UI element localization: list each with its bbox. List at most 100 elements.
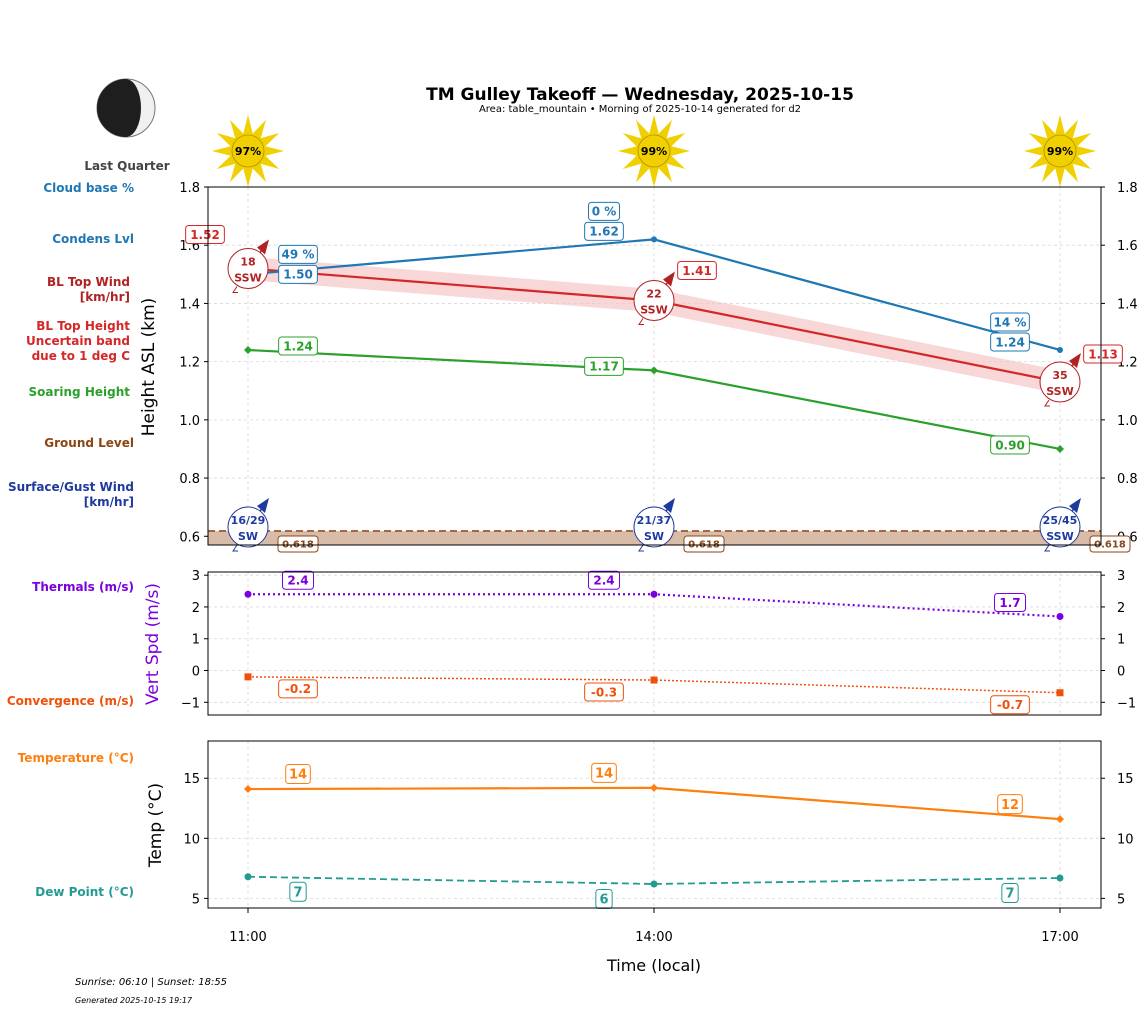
moon-icon	[96, 78, 156, 138]
bl-wind-marker-tail	[638, 318, 644, 326]
bl-top-label-box	[677, 261, 717, 281]
bl-top-label: 1.13	[1088, 347, 1118, 361]
bl-wind-marker-direction: SSW	[1046, 385, 1073, 398]
ground-label-box	[683, 535, 725, 553]
temp-axis-title: Temp (°C)	[146, 783, 166, 868]
soaring-point	[1056, 444, 1064, 453]
sun-icon: 99%	[618, 115, 690, 187]
panel-border	[207, 740, 1102, 909]
dewpoint-line	[247, 875, 1061, 885]
bl-wind-marker-speed: 22	[646, 288, 661, 301]
soaring-point	[650, 366, 658, 375]
thermal-label-box	[993, 592, 1027, 612]
convergence-point	[1056, 689, 1064, 697]
convergence-point	[244, 673, 252, 681]
temp-tick-label-right: 10	[1117, 832, 1134, 847]
side-label-thermals: Thermals (m/s)	[32, 580, 134, 594]
side-label-bl-height-1: BL Top Height	[36, 319, 130, 333]
chart-subtitle: Area: table_mountain • Morning of 2025-1…	[479, 104, 801, 115]
side-label-surface-wind-2: [km/hr]	[84, 495, 134, 509]
dewpoint-point	[650, 880, 658, 888]
surface-wind-marker-tail	[1044, 544, 1050, 552]
side-label-cloud-base: Cloud base %	[43, 181, 134, 195]
dewpoint-label: 7	[1005, 887, 1014, 902]
dewpoint-point	[244, 873, 252, 881]
soaring-label: 1.24	[283, 339, 313, 353]
condens-label-box	[584, 221, 624, 241]
side-label-bl-height-2: Uncertain band	[26, 334, 130, 348]
side-label-dewpoint: Dew Point (°C)	[35, 885, 134, 899]
temperature-panel: 5 5 10 10 15 15 14 14 12 7 6 7 11:00 14:00 17:00	[183, 740, 1134, 945]
generated-timestamp: Generated 2025-10-15 19:17	[75, 996, 193, 1005]
dewpoint-label-box	[289, 881, 307, 902]
bl-top-label-box	[185, 224, 225, 244]
bl-wind-marker-speed: 35	[1052, 369, 1067, 382]
condens-point	[651, 236, 657, 243]
temp-tick-label-right: 5	[1117, 892, 1125, 907]
sunrise-sunset: Sunrise: 06:10 | Sunset: 18:55	[75, 977, 227, 988]
ground-label: 0.618	[1094, 540, 1126, 551]
height-tick-label-right: 1.0	[1117, 414, 1138, 429]
vert-tick-label-right: −1	[1117, 696, 1136, 711]
x-axis-title: Time (local)	[606, 956, 701, 975]
temp-tick-label-left: 5	[192, 892, 200, 907]
surface-wind-marker-arrow	[1069, 498, 1081, 514]
soaring-label-box	[990, 435, 1030, 455]
height-tick-label-left: 1.8	[179, 181, 200, 196]
vert-tick-label-left: −1	[181, 696, 200, 711]
moon-phase-label: Last Quarter	[84, 159, 169, 173]
convergence-label-box	[584, 682, 624, 702]
bl-wind-marker-circle	[1039, 361, 1081, 403]
surface-wind-marker-tail	[638, 544, 644, 552]
soaring-label-box	[278, 336, 318, 356]
vert-tick-label-left: 3	[192, 569, 200, 584]
cloud-base-label: 49 %	[282, 248, 315, 262]
x-tick-label: 14:00	[635, 930, 672, 945]
ground-label-box	[1089, 535, 1131, 553]
sun-percent: 97%	[235, 145, 261, 158]
temperature-label-box	[285, 764, 311, 785]
temperature-point	[650, 783, 658, 792]
bl-top-label: 1.41	[682, 264, 712, 278]
cloud-base-label-box	[278, 244, 318, 264]
soaring-label-box	[584, 356, 624, 376]
thermal-label-box	[587, 570, 621, 590]
temperature-label-box	[591, 762, 617, 783]
x-tick-label: 17:00	[1041, 930, 1078, 945]
sun-disc	[637, 134, 671, 168]
temperature-point	[244, 785, 252, 794]
convergence-label: -0.2	[285, 682, 311, 696]
bl-wind-marker-arrow	[1069, 353, 1081, 369]
chart-title: TM Gulley Takeoff — Wednesday, 2025-10-1…	[426, 85, 854, 105]
height-tick-label-left: 0.6	[179, 530, 200, 545]
surface-wind-marker-direction: SW	[644, 530, 664, 543]
vert-tick-label-right: 1	[1117, 633, 1125, 648]
soaring-label: 1.17	[589, 360, 619, 374]
condens-point	[1057, 346, 1063, 353]
bl-uncertainty-band	[248, 256, 1060, 394]
condens-label: 1.24	[995, 335, 1025, 349]
convergence-line	[247, 676, 1061, 694]
height-tick-label-right: 1.6	[1117, 239, 1138, 254]
surface-wind-marker-circle	[1039, 506, 1081, 548]
cloud-base-label: 0 %	[592, 205, 617, 219]
temp-tick-label-right: 15	[1117, 772, 1134, 787]
thermal-label: 2.4	[287, 574, 308, 588]
convergence-label-box	[990, 695, 1030, 715]
thermal-label-box	[281, 570, 315, 590]
surface-wind-marker-direction: SW	[238, 530, 258, 543]
condens-label: 1.50	[283, 268, 313, 282]
vert-tick-label-right: 0	[1117, 665, 1125, 680]
surface-wind-marker-arrow	[257, 498, 269, 514]
height-tick-label-left: 0.8	[179, 472, 200, 487]
surface-wind-marker-arrow	[663, 498, 675, 514]
height-tick-label-left: 1.0	[179, 414, 200, 429]
panel-border	[207, 186, 1102, 546]
temperature-label: 12	[1001, 798, 1019, 813]
convergence-point	[650, 676, 658, 684]
thermal-point	[650, 590, 658, 598]
sun-percent: 99%	[1047, 145, 1073, 158]
surface-wind-marker-speed: 21/37	[637, 514, 672, 527]
bl-top-label-box	[1083, 344, 1123, 364]
bl-wind-marker-tail	[1044, 399, 1050, 407]
